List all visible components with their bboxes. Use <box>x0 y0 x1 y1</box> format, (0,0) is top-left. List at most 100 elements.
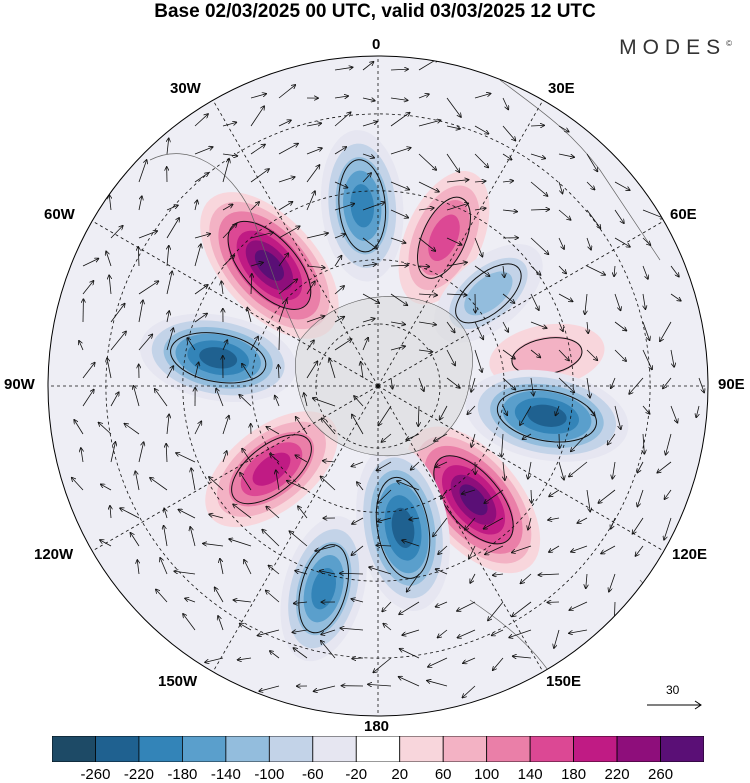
wind-vector <box>530 181 548 196</box>
wind-vector <box>436 461 448 467</box>
wind-vector <box>446 377 460 388</box>
wind-vector <box>586 209 600 228</box>
wind-vector <box>418 294 437 295</box>
contour-line <box>298 544 349 634</box>
wind-vector <box>373 657 392 672</box>
wind-vector <box>164 508 167 519</box>
wind-vector <box>262 530 280 547</box>
wind-vector <box>642 405 650 414</box>
wind-vector <box>502 293 515 303</box>
contour-line <box>455 263 522 324</box>
wind-vector <box>266 507 280 519</box>
wind-vector <box>586 153 597 171</box>
wind-vector <box>334 96 348 98</box>
wind-vector <box>334 317 344 323</box>
wind-vector <box>167 414 169 435</box>
colorbar-swatch <box>355 736 401 762</box>
wind-vector <box>178 510 196 519</box>
wind-vector <box>334 234 345 239</box>
wind-vector <box>357 482 364 491</box>
wind-vector <box>166 271 172 295</box>
wind-vector <box>222 122 236 127</box>
wind-vector <box>474 321 483 339</box>
wind-vector <box>446 97 461 117</box>
wind-vector <box>250 202 259 211</box>
wind-vector <box>411 461 420 470</box>
wind-vector <box>138 281 158 295</box>
anomaly-field <box>139 130 629 662</box>
wind-vector <box>238 658 252 660</box>
wind-vector <box>503 461 505 480</box>
wind-vector <box>194 362 199 379</box>
wind-vector <box>390 265 408 266</box>
wind-vector <box>167 138 169 155</box>
wind-vector <box>107 358 112 379</box>
colorbar-tick-label: 100 <box>474 766 500 783</box>
wind-vector <box>446 180 469 182</box>
wind-vector <box>306 165 320 183</box>
lon-label-30e: 30E <box>548 80 575 97</box>
wind-vector <box>614 181 630 190</box>
wind-vector <box>446 349 455 365</box>
reference-vector-label: 30 <box>666 683 680 697</box>
lon-label-60w: 60W <box>44 206 75 223</box>
wind-vector <box>418 350 432 352</box>
wind-vector <box>278 279 297 295</box>
wind-vector <box>340 573 364 574</box>
meridian-line <box>92 385 379 552</box>
wind-vector <box>438 545 448 554</box>
wind-vector <box>614 265 615 276</box>
wind-vector <box>428 657 448 667</box>
wind-vector <box>586 377 590 398</box>
wind-vector <box>637 461 644 473</box>
wind-vector <box>221 281 223 295</box>
wind-vector <box>513 656 532 658</box>
wind-vector <box>222 154 237 156</box>
wind-vector <box>295 571 308 575</box>
brand-logo: MODES© <box>619 36 732 59</box>
wind-vector <box>670 349 674 367</box>
wind-vector <box>657 461 672 473</box>
wind-vector <box>446 203 468 211</box>
wind-vector <box>82 281 94 295</box>
wind-vector <box>471 377 476 392</box>
wind-vector <box>155 389 168 407</box>
wind-vector <box>99 423 112 435</box>
wind-vector <box>521 573 532 583</box>
colorbar-swatch <box>399 736 444 762</box>
wind-vector <box>306 316 325 323</box>
wind-vector <box>608 433 616 445</box>
wind-vector <box>278 365 279 379</box>
wind-vector <box>512 545 532 553</box>
wind-vector <box>362 338 368 351</box>
wind-vector <box>268 565 280 575</box>
wind-vector <box>462 685 476 698</box>
wind-vector <box>216 388 224 407</box>
wind-vector <box>190 527 196 547</box>
wind-vector <box>278 144 298 155</box>
colorbar-tick-label: 220 <box>604 766 630 783</box>
wind-vector <box>434 433 448 441</box>
wind-vector <box>82 390 94 407</box>
wind-vector <box>109 195 111 211</box>
wind-vector <box>203 543 224 547</box>
wind-vector <box>304 393 308 407</box>
lon-label-150e: 150E <box>546 673 582 690</box>
parallel-circle <box>105 113 651 659</box>
wind-vector <box>642 265 648 279</box>
wind-vector <box>474 349 482 372</box>
wind-vector <box>457 629 476 638</box>
wind-vector <box>586 489 590 512</box>
anomaly-contour <box>311 567 337 610</box>
colorbar-swatch <box>616 736 661 762</box>
wind-vector <box>531 489 532 503</box>
wind-vector <box>642 237 650 245</box>
wind-vector <box>471 433 476 447</box>
anomaly-contour <box>252 452 291 486</box>
wind-vector <box>376 461 392 470</box>
colorbar-swatch <box>95 736 140 762</box>
wind-vector <box>242 364 252 379</box>
wind-vector <box>558 293 573 301</box>
anomaly-contour <box>199 347 238 369</box>
wind-vector <box>362 173 371 183</box>
